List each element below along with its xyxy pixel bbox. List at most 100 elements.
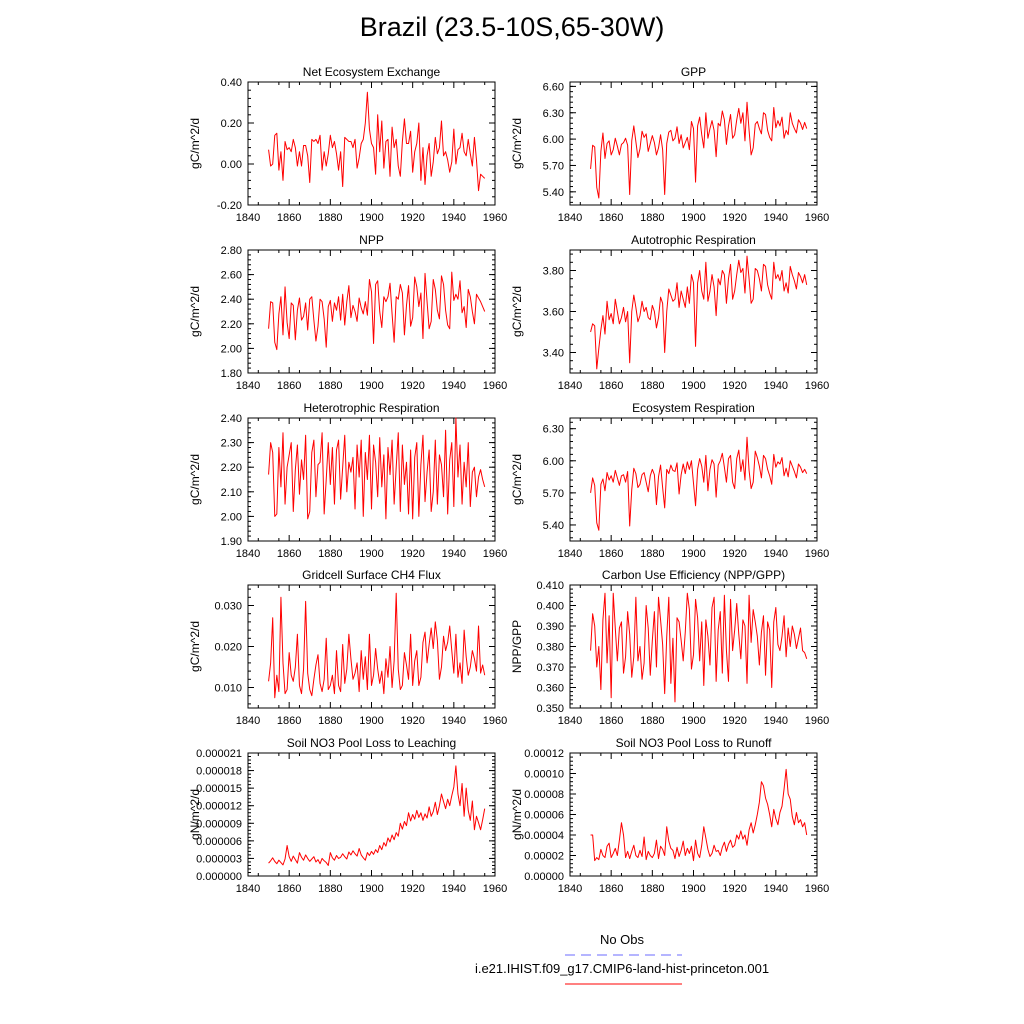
y-axis-label: gN/m^2/d (510, 789, 524, 840)
y-tick-label: 0.390 (536, 621, 564, 633)
y-tick-label: 0.350 (536, 703, 564, 715)
series-line (268, 91, 486, 192)
y-tick-label: 0.20 (221, 118, 242, 130)
chart-panel-npp: NPP gC/m^2/d 1840 1860 1880 1900 1920 1940 1960 1… (188, 233, 507, 392)
y-tick-label: 0.030 (214, 601, 242, 613)
x-tick-label: 1940 (442, 715, 466, 727)
series-line (590, 768, 808, 862)
x-tick-label: 1940 (764, 380, 788, 392)
y-axis-label: gC/m^2/d (188, 621, 202, 672)
x-tick-label: 1960 (805, 715, 829, 727)
x-tick-label: 1840 (236, 212, 260, 224)
y-tick-label: 3.40 (543, 348, 564, 360)
x-tick-label: 1860 (277, 212, 301, 224)
y-tick-label: 2.40 (221, 413, 242, 425)
y-tick-label: 0.00008 (524, 789, 564, 801)
series-line (590, 436, 808, 531)
x-tick-label: 1940 (442, 212, 466, 224)
figure-title: Brazil (23.5-10S,65-30W) (359, 12, 665, 42)
x-tick-label: 1960 (805, 212, 829, 224)
x-tick-label: 1920 (722, 548, 746, 560)
x-tick-label: 1880 (640, 380, 664, 392)
y-tick-label: 0.360 (536, 683, 564, 695)
x-tick-label: 1860 (277, 380, 301, 392)
y-tick-label: 0.000003 (196, 853, 242, 865)
x-tick-label: 1920 (400, 883, 424, 895)
x-tick-label: 1880 (318, 212, 342, 224)
y-tick-label: 2.60 (221, 270, 242, 282)
x-tick-label: 1920 (400, 715, 424, 727)
y-tick-label: 0.00012 (524, 748, 564, 760)
y-tick-label: -0.20 (217, 200, 242, 212)
series-line (590, 101, 808, 199)
y-tick-label: 0.00000 (524, 871, 564, 883)
x-tick-label: 1880 (640, 715, 664, 727)
chart-title: Autotrophic Respiration (631, 233, 756, 247)
x-tick-label: 1880 (640, 548, 664, 560)
x-tick-label: 1840 (558, 883, 582, 895)
y-tick-label: 0.00010 (524, 769, 564, 781)
chart-panel-soil-no3-pool-loss-to-runoff: Soil NO3 Pool Loss to Runoff gN/m^2/d 1840… (510, 736, 829, 895)
x-tick-label: 1840 (236, 883, 260, 895)
y-tick-label: 0.00 (221, 159, 242, 171)
y-tick-label: 2.20 (221, 462, 242, 474)
chart-title: Gridcell Surface CH4 Flux (302, 568, 441, 582)
y-axis-label: gC/m^2/d (188, 454, 202, 505)
y-tick-label: 0.020 (214, 642, 242, 654)
x-tick-label: 1900 (681, 212, 705, 224)
x-tick-label: 1920 (722, 380, 746, 392)
x-tick-label: 1860 (599, 548, 623, 560)
series-line (268, 592, 486, 699)
y-tick-label: 6.00 (543, 134, 564, 146)
x-tick-label: 1940 (442, 548, 466, 560)
x-tick-label: 1840 (558, 715, 582, 727)
y-tick-label: 0.000012 (196, 801, 242, 813)
x-tick-label: 1960 (805, 883, 829, 895)
x-tick-label: 1940 (442, 883, 466, 895)
x-tick-label: 1900 (681, 715, 705, 727)
y-tick-label: 0.000000 (196, 871, 242, 883)
chart-panel-gpp: GPP gC/m^2/d 1840 1860 1880 1900 1920 1940 1960 5… (510, 65, 829, 224)
x-tick-label: 1840 (236, 380, 260, 392)
y-tick-label: 0.000018 (196, 766, 242, 778)
chart-title: Heterotrophic Respiration (303, 401, 439, 415)
y-tick-label: 6.00 (543, 456, 564, 468)
x-tick-label: 1880 (318, 715, 342, 727)
y-tick-label: 2.80 (221, 245, 242, 257)
x-tick-label: 1880 (640, 212, 664, 224)
x-tick-label: 1900 (359, 883, 383, 895)
x-tick-label: 1840 (236, 715, 260, 727)
y-tick-label: 0.380 (536, 642, 564, 654)
x-tick-label: 1860 (599, 380, 623, 392)
x-tick-label: 1940 (764, 548, 788, 560)
y-tick-label: 2.20 (221, 319, 242, 331)
series-line (268, 417, 486, 520)
chart-panel-carbon-use-efficiency-npp-gpp: Carbon Use Efficiency (NPP/GPP) NPP/GPP 18… (510, 568, 829, 727)
x-tick-label: 1860 (277, 715, 301, 727)
x-tick-label: 1920 (722, 715, 746, 727)
x-tick-label: 1940 (764, 715, 788, 727)
y-axis-label: gN/m^2/d (188, 789, 202, 840)
y-tick-label: 0.370 (536, 662, 564, 674)
x-tick-label: 1860 (599, 883, 623, 895)
x-tick-label: 1880 (318, 548, 342, 560)
x-tick-label: 1960 (483, 715, 507, 727)
y-tick-label: 0.400 (536, 601, 564, 613)
x-tick-label: 1880 (640, 883, 664, 895)
y-tick-label: 2.00 (221, 343, 242, 355)
x-tick-label: 1840 (558, 548, 582, 560)
y-axis-label: gC/m^2/d (510, 454, 524, 505)
y-tick-label: 0.010 (214, 683, 242, 695)
x-tick-label: 1940 (442, 380, 466, 392)
y-tick-label: 0.000015 (196, 783, 242, 795)
chart-title: Ecosystem Respiration (632, 401, 755, 415)
y-tick-label: 0.000021 (196, 748, 242, 760)
chart-title: Soil NO3 Pool Loss to Runoff (616, 736, 773, 750)
x-tick-label: 1960 (483, 548, 507, 560)
series-line (590, 592, 808, 703)
x-tick-label: 1900 (681, 883, 705, 895)
x-tick-label: 1900 (359, 380, 383, 392)
y-tick-label: 6.30 (543, 108, 564, 120)
y-tick-label: 0.410 (536, 580, 564, 592)
